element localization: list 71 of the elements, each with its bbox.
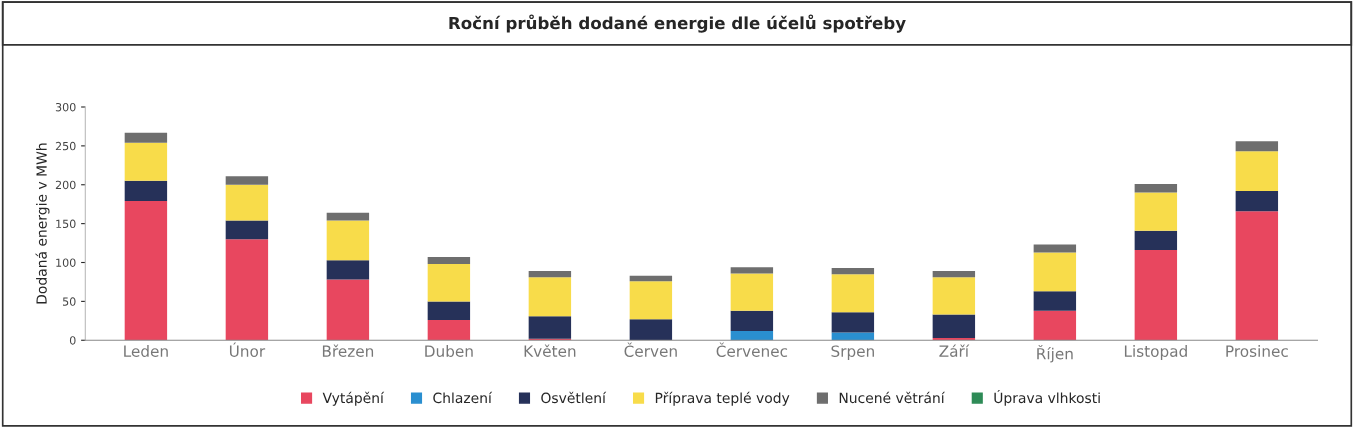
x-tick-label: Červenec — [716, 342, 788, 357]
legend-label: Chlazení — [433, 391, 493, 404]
y-tick-label: 200 — [55, 180, 76, 190]
legend-label: Příprava teplé vody — [655, 391, 790, 406]
bar — [326, 212, 370, 221]
x-tick-label: Říjen — [1037, 345, 1073, 363]
x-tick-label: Září — [939, 344, 970, 357]
bar — [629, 281, 673, 320]
bar — [427, 257, 471, 265]
y-tick-label: 100 — [56, 258, 76, 267]
bar — [730, 330, 774, 341]
bar — [1033, 252, 1077, 292]
bar — [831, 267, 875, 275]
bar — [225, 184, 269, 221]
x-tick-label: Květen — [524, 344, 576, 357]
bar — [528, 271, 572, 278]
x-tick-label: Únor — [229, 342, 266, 357]
legend-label: Úprava vlhkosti — [994, 390, 1100, 406]
bar — [932, 277, 976, 315]
x-tick-label: Březen — [322, 344, 374, 357]
bar — [1134, 230, 1178, 251]
bar — [1134, 183, 1178, 193]
y-tick-label: 150 — [56, 219, 76, 229]
y-tick-label: 250 — [55, 141, 76, 151]
x-tick-label: Duben — [425, 345, 473, 357]
bar — [225, 176, 269, 185]
x-tick-label: Listopad — [1124, 345, 1187, 360]
bar — [831, 274, 875, 313]
bar — [629, 319, 673, 341]
chart-title: Roční průběh dodané energie dle účelů spotřeby — [449, 14, 906, 33]
bar — [932, 271, 976, 278]
y-axis-title: Dodaná energie v MWh — [35, 143, 50, 304]
bar — [1134, 192, 1178, 231]
bar — [730, 310, 774, 331]
y-tick-label: 0 — [69, 336, 76, 345]
bar — [326, 220, 370, 261]
bar — [124, 180, 168, 202]
bar — [528, 277, 572, 317]
bar — [730, 273, 774, 311]
bar — [1235, 190, 1279, 212]
bar — [124, 142, 168, 181]
bar — [427, 264, 471, 302]
bar — [124, 132, 168, 143]
bar — [730, 267, 774, 274]
x-tick-label: Leden — [124, 345, 168, 357]
bar — [1235, 141, 1279, 152]
y-tick-label: 300 — [55, 102, 76, 112]
bar — [427, 301, 471, 321]
legend-label: Osvětlení — [541, 391, 607, 404]
bar — [1033, 310, 1077, 341]
bar — [831, 312, 875, 333]
bar — [1033, 291, 1077, 311]
y-tick-label: 50 — [62, 297, 76, 306]
bar — [1235, 151, 1279, 191]
bar — [831, 332, 875, 341]
bar — [528, 316, 572, 339]
bar — [629, 275, 673, 282]
bar — [1235, 211, 1279, 341]
bar — [326, 279, 370, 341]
x-tick-label: Srpen — [831, 345, 874, 360]
x-tick-label: Prosinec — [1226, 345, 1288, 357]
bar — [225, 239, 269, 341]
bar — [427, 320, 471, 341]
x-tick-label: Červen — [624, 342, 677, 357]
bar — [225, 220, 269, 240]
legend-label: Vytápění — [322, 391, 385, 406]
bar — [1134, 250, 1178, 341]
legend-label: Nucené větrání — [839, 391, 945, 404]
bar — [124, 201, 168, 341]
bar — [326, 260, 370, 280]
bar — [932, 314, 976, 338]
